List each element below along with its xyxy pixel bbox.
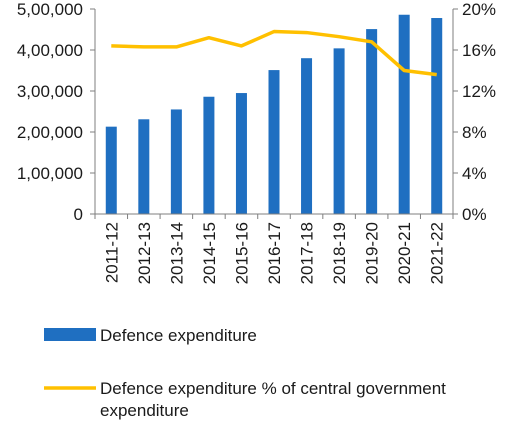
left-tick-label: 4,00,000 <box>17 41 83 60</box>
x-tick-label: 2021-22 <box>428 222 447 284</box>
bar-2013-14 <box>170 109 182 214</box>
right-tick-label: 8% <box>462 123 487 142</box>
right-tick-label: 0% <box>462 205 487 224</box>
bar-series <box>105 14 443 215</box>
x-tick-label: 2018-19 <box>330 222 349 284</box>
bar-2020-21 <box>398 14 410 214</box>
left-axis-ticks: 0 1,00,000 2,00,000 3,00,000 4,00,000 5,00,00… <box>17 0 95 224</box>
bar-2012-13 <box>138 119 150 214</box>
right-axis-ticks: 0% 4% 8% 12% 16% 20% <box>453 0 496 224</box>
bar-2015-16 <box>235 93 247 214</box>
bar-2014-15 <box>203 96 215 214</box>
bar-2019-20 <box>366 29 378 215</box>
x-tick-label: 2011-12 <box>102 222 121 283</box>
x-tick-label: 2012-13 <box>135 222 154 284</box>
line-series <box>111 29 437 77</box>
x-tick-label: 2019-20 <box>363 222 382 284</box>
axes <box>94 9 454 215</box>
legend-line-label-1: Defence expenditure % of central governm… <box>100 379 446 398</box>
x-axis-ticks: 2011-12 2012-13 2013-14 2014-15 2015-16 2016-… <box>94 214 454 284</box>
left-tick-label: 2,00,000 <box>17 123 83 142</box>
x-tick-label: 2016-17 <box>265 222 284 284</box>
right-tick-label: 12% <box>462 82 496 101</box>
x-tick-label: 2013-14 <box>167 222 186 284</box>
left-tick-label: 5,00,000 <box>17 0 83 19</box>
bar-2021-22 <box>431 18 443 214</box>
left-tick-label: 0 <box>74 205 83 224</box>
bar-2016-17 <box>268 70 280 214</box>
line-path <box>111 29 437 77</box>
legend-bar-swatch <box>44 328 96 341</box>
right-tick-label: 20% <box>462 0 496 19</box>
legend: Defence expenditure Defence expenditure … <box>44 326 446 420</box>
x-tick-label: 2014-15 <box>200 222 219 284</box>
legend-bar-label: Defence expenditure <box>100 326 257 345</box>
right-tick-label: 4% <box>462 164 487 183</box>
bar-2017-18 <box>301 58 313 215</box>
x-tick-label: 2015-16 <box>232 222 251 284</box>
left-tick-label: 3,00,000 <box>17 82 83 101</box>
x-tick-label: 2017-18 <box>298 222 317 284</box>
x-tick-label: 2020-21 <box>395 222 414 284</box>
left-tick-label: 1,00,000 <box>17 164 83 183</box>
bar-2011-12 <box>105 126 117 214</box>
bar-2018-19 <box>333 48 345 214</box>
legend-line-label-2: expenditure <box>100 401 189 420</box>
right-tick-label: 16% <box>462 41 496 60</box>
